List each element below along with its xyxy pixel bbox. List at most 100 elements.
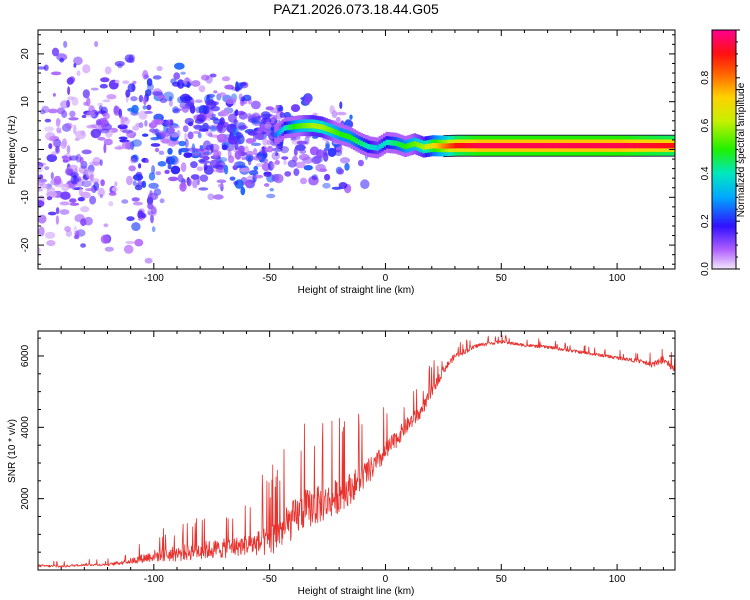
spectrogram-scatter-blob bbox=[163, 123, 168, 134]
spectrogram-scatter-blob bbox=[201, 74, 210, 81]
spectrogram-scatter-blob bbox=[298, 153, 310, 161]
spectrogram-ridge-core bbox=[631, 143, 634, 149]
spectrogram-scatter-blob bbox=[126, 130, 135, 138]
spectrogram-scatter-blob bbox=[95, 119, 102, 126]
spectrogram-scatter-blob bbox=[265, 129, 271, 137]
spectrogram-scatter-blob bbox=[44, 126, 55, 132]
spectrogram-scatter-blob bbox=[205, 144, 213, 151]
spectrogram-scatter-blob bbox=[38, 66, 46, 70]
spectrogram-scatter-blob bbox=[46, 154, 58, 163]
spectrogram-ridge-core bbox=[468, 143, 472, 149]
spectrogram-scatter-blob bbox=[213, 149, 219, 158]
spectrogram-scatter-blob bbox=[180, 162, 187, 173]
spectrogram-xlabel: Height of straight line (km) bbox=[298, 285, 415, 296]
spectrogram-scatter-blob bbox=[46, 186, 56, 196]
spectrogram-ridge-core bbox=[598, 143, 602, 149]
spectrogram-scatter-blob bbox=[211, 113, 216, 119]
spectrogram-scatter-blob bbox=[167, 147, 173, 155]
spectrogram-ridge-core bbox=[628, 143, 632, 149]
spectrogram-ridge-core bbox=[577, 143, 581, 149]
spectrogram-scatter-blob bbox=[168, 176, 179, 182]
spectrogram-x-ticks: -100 -50 0 50 100 bbox=[37, 30, 664, 284]
spectrogram-ridge-core bbox=[549, 143, 553, 149]
spectrogram-scatter-blob bbox=[97, 187, 106, 197]
spectrogram-ridge-core bbox=[547, 143, 551, 149]
spectrogram-scatter-blob bbox=[334, 149, 343, 156]
spectrogram-ridge-core bbox=[334, 129, 338, 135]
spectrogram-scatter-blob bbox=[264, 121, 272, 130]
spectrogram-ridge-core bbox=[316, 123, 319, 129]
spectrogram-ridge-core bbox=[492, 143, 495, 149]
colorbar-ticks: 0.0 0.2 0.4 0.6 0.8 bbox=[700, 29, 740, 276]
spectrogram-scatter-blob bbox=[113, 105, 119, 114]
spectrogram-scatter-blob bbox=[344, 163, 350, 171]
y-tick-label: -20 bbox=[20, 237, 31, 252]
spectrogram-scatter-blob bbox=[194, 148, 205, 152]
spectrogram-scatter-blob bbox=[179, 182, 187, 192]
spectrogram-scatter-blob bbox=[186, 178, 192, 187]
spectrogram-scatter-blob bbox=[167, 162, 172, 170]
spectrogram-scatter-blob bbox=[131, 139, 142, 147]
spectrogram-ridge-core bbox=[626, 143, 630, 149]
spectrogram-scatter-blob bbox=[230, 87, 241, 91]
spectrogram-scatter-blob bbox=[349, 114, 353, 120]
spectrogram-ridge-core bbox=[582, 143, 586, 149]
spectrogram-scatter-blob bbox=[114, 181, 118, 187]
spectrogram-scatter-blob bbox=[234, 131, 241, 136]
spectrogram-scatter-blob bbox=[241, 156, 246, 161]
spectrogram-scatter-blob bbox=[219, 117, 225, 126]
spectrogram-scatter-blob bbox=[108, 201, 114, 207]
spectrogram-scatter-blob bbox=[68, 117, 79, 121]
spectrogram-scatter-blob bbox=[55, 207, 60, 215]
spectrogram-scatter-blob bbox=[299, 149, 307, 154]
spectrogram-ridge-core bbox=[556, 143, 560, 149]
spectrogram-scatter-blob bbox=[199, 174, 209, 182]
spectrogram-scatter-blob bbox=[207, 193, 215, 201]
spectrogram-scatter-blob bbox=[55, 215, 60, 225]
spectrogram-scatter-blob bbox=[329, 105, 335, 115]
spectrogram-ridge-core bbox=[417, 142, 421, 149]
spectrogram-scatter-blob bbox=[62, 159, 69, 163]
spectrogram-scatter-blob bbox=[77, 197, 85, 202]
spectrogram-scatter-blob bbox=[140, 181, 145, 187]
spectrogram-ridge-core bbox=[443, 143, 447, 149]
spectrogram-scatter-blob bbox=[138, 163, 142, 169]
spectrogram-ridge-core bbox=[429, 143, 433, 149]
spectrogram-ridge-core bbox=[587, 143, 590, 149]
spectrogram-scatter-blob bbox=[196, 166, 204, 172]
spectrogram-scatter-blob bbox=[264, 183, 270, 187]
y-tick-label: 6000 bbox=[20, 344, 31, 367]
spectrogram-scatter-blob bbox=[209, 159, 220, 167]
spectrogram-ridge-core bbox=[566, 143, 570, 149]
spectrogram-ridge-core bbox=[480, 143, 484, 149]
spectrogram-scatter-blob bbox=[46, 196, 53, 201]
spectrogram-scatter-blob bbox=[234, 162, 238, 167]
spectrogram-scatter-blob bbox=[190, 161, 198, 169]
spectrogram-scatter-blob bbox=[56, 53, 68, 61]
spectrogram-scatter-blob bbox=[114, 60, 125, 67]
spectrogram-ridge-core bbox=[327, 126, 331, 133]
x-tick-label: 0 bbox=[383, 273, 389, 284]
spectrogram-scatter-blob bbox=[216, 166, 226, 173]
spectrogram-scatter-blob bbox=[55, 117, 61, 127]
spectrogram-scatter-blob bbox=[93, 181, 100, 191]
spectrogram-scatter-blob bbox=[132, 125, 140, 131]
spectrogram-scatter-blob bbox=[125, 175, 133, 186]
spectrogram-ridge-core bbox=[431, 143, 435, 149]
spectrogram-ridge-core bbox=[413, 141, 417, 147]
spectrogram-ridge-core bbox=[445, 143, 449, 149]
spectrogram-ridge-core bbox=[420, 143, 424, 149]
spectrogram-ridge-core bbox=[554, 143, 558, 149]
spectrogram-scatter-blob bbox=[103, 143, 107, 154]
spectrogram-ridge-core bbox=[295, 123, 299, 129]
spectrogram-scatter-blob bbox=[41, 105, 50, 113]
spectrogram-scatter-blob bbox=[327, 147, 337, 157]
spectrogram-ridge-core bbox=[496, 143, 500, 149]
spectrogram-ridge-core bbox=[614, 143, 618, 149]
spectrogram-ridge-core bbox=[570, 143, 574, 149]
spectrogram-ridge-core bbox=[399, 142, 403, 148]
spectrogram-scatter-blob bbox=[273, 173, 284, 184]
spectrogram-scatter-blob bbox=[132, 201, 143, 206]
spectrogram-scatter-blob bbox=[66, 99, 70, 108]
